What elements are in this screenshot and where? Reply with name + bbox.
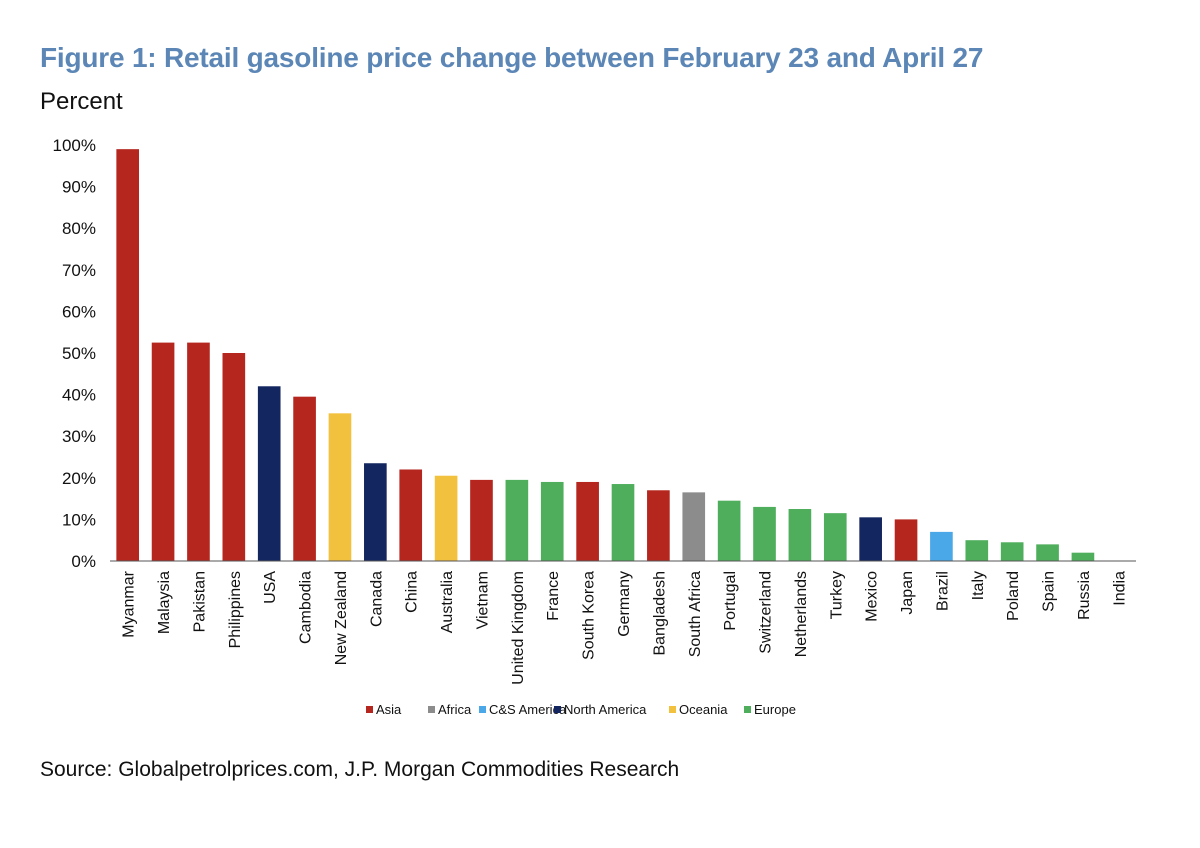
y-axis-ticks: 0% 10% 20% 30% 40% 50% 60% 70% 80% 90% 100% xyxy=(53,136,96,571)
legend-swatch xyxy=(428,706,435,713)
category-label: USA xyxy=(262,571,279,604)
y-tick-label: 60% xyxy=(62,302,96,321)
legend-label: C&S America xyxy=(489,702,567,717)
y-tick-label: 0% xyxy=(71,552,96,571)
category-label: France xyxy=(545,571,562,621)
category-label: Italy xyxy=(970,571,987,600)
bar-france xyxy=(540,481,564,561)
category-label: Brazil xyxy=(934,571,951,611)
category-label: Spain xyxy=(1041,571,1058,612)
chart-title: Figure 1: Retail gasoline price change b… xyxy=(40,42,984,73)
y-tick-label: 10% xyxy=(62,510,96,529)
y-tick-label: 100% xyxy=(53,136,96,155)
legend-label: Asia xyxy=(376,702,402,717)
category-label: Turkey xyxy=(828,571,845,619)
bar-chart: 0% 10% 20% 30% 40% 50% 60% 70% 80% 90% 100% Myanma… xyxy=(53,136,1136,717)
category-label: Portugal xyxy=(722,571,739,631)
category-label: Pakistan xyxy=(191,571,208,632)
y-tick-label: 80% xyxy=(62,219,96,238)
bar-russia xyxy=(1071,552,1095,561)
legend-swatch xyxy=(479,706,486,713)
bar-myanmar xyxy=(116,149,140,561)
y-tick-label: 70% xyxy=(62,261,96,280)
category-label: Germany xyxy=(616,571,633,637)
category-labels: Myanmar Malaysia Pakistan Philippines USA Cam… xyxy=(121,570,1129,685)
bar-united-kingdom xyxy=(505,479,529,561)
y-tick-label: 20% xyxy=(62,469,96,488)
category-label: Canada xyxy=(368,571,385,627)
category-label: Philippines xyxy=(227,571,244,648)
legend-label: North America xyxy=(564,702,647,717)
bar-usa xyxy=(257,386,281,561)
category-label: China xyxy=(404,571,421,613)
category-label: Mexico xyxy=(864,571,881,622)
bar-south-africa xyxy=(682,492,706,561)
bar-australia xyxy=(434,475,458,561)
bar-new-zealand xyxy=(328,413,352,561)
bar-canada xyxy=(364,463,387,561)
bar-china xyxy=(399,469,423,561)
legend-label: Europe xyxy=(754,702,796,717)
legend-swatch xyxy=(366,706,373,713)
y-tick-label: 50% xyxy=(62,344,96,363)
y-tick-label: 30% xyxy=(62,427,96,446)
category-label: Cambodia xyxy=(298,571,315,644)
legend-swatch xyxy=(554,706,561,713)
bar-philippines xyxy=(222,353,246,561)
bar-poland xyxy=(1000,542,1024,561)
bar-bangladesh xyxy=(647,490,670,561)
bar-turkey xyxy=(823,513,847,561)
bars xyxy=(116,149,1095,561)
category-label: Myanmar xyxy=(121,570,138,637)
category-label: Bangladesh xyxy=(651,571,668,656)
bar-japan xyxy=(894,519,918,561)
category-label: Vietnam xyxy=(474,571,491,629)
category-label: South Korea xyxy=(581,571,598,660)
y-tick-label: 40% xyxy=(62,386,96,405)
bar-germany xyxy=(611,484,635,561)
legend-swatch xyxy=(669,706,676,713)
legend-swatch xyxy=(744,706,751,713)
category-label: New Zealand xyxy=(333,571,350,665)
y-axis-label: Percent xyxy=(40,88,123,115)
legend-label: Oceania xyxy=(679,702,728,717)
category-label: South Africa xyxy=(687,571,704,657)
y-tick-label: 90% xyxy=(62,178,96,197)
bar-switzerland xyxy=(753,506,776,561)
category-label: Switzerland xyxy=(758,571,775,654)
bar-cambodia xyxy=(293,396,316,561)
bar-brazil xyxy=(930,531,953,561)
category-label: Russia xyxy=(1076,571,1093,620)
bar-netherlands xyxy=(788,509,812,561)
bar-malaysia xyxy=(151,342,175,561)
category-label: Netherlands xyxy=(793,571,810,657)
category-label: India xyxy=(1111,571,1128,606)
bar-south-korea xyxy=(576,481,599,561)
category-label: Australia xyxy=(439,571,456,633)
bar-pakistan xyxy=(187,342,210,561)
bar-spain xyxy=(1036,544,1059,561)
category-label: Japan xyxy=(899,571,916,615)
category-label: Poland xyxy=(1005,571,1022,621)
legend-label: Africa xyxy=(438,702,472,717)
source-note: Source: Globalpetrolprices.com, J.P. Mor… xyxy=(40,758,680,781)
bar-portugal xyxy=(717,500,741,561)
bar-mexico xyxy=(859,517,882,561)
bar-italy xyxy=(965,540,989,561)
category-label: Malaysia xyxy=(156,571,173,634)
category-label: United Kingdom xyxy=(510,571,527,685)
bar-vietnam xyxy=(470,479,493,561)
